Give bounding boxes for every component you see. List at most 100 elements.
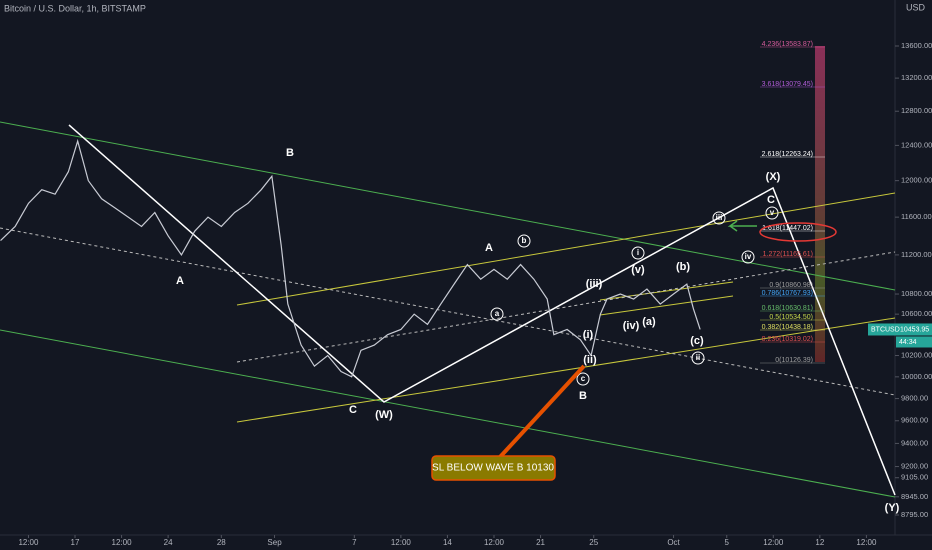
price-line (0, 138, 701, 378)
y-tick-label: 13600.00 (901, 41, 932, 50)
wave-label: (Y) (885, 502, 900, 514)
x-tick-label: 12 (815, 538, 824, 547)
channel-line (0, 121, 896, 291)
fib-label: 1.272(11165.61) (763, 251, 813, 258)
wave-label: (v) (631, 264, 645, 276)
x-tick-label: Oct (667, 538, 680, 547)
fib-label: 0.9(10860.98) (769, 282, 813, 289)
y-tick-label: 9400.00 (901, 438, 928, 447)
channel-line (599, 295, 734, 316)
annotation-circle (576, 372, 590, 386)
wave-label: (iv) (623, 320, 640, 332)
y-tick-label: 12800.00 (901, 106, 932, 115)
dashed-line (0, 227, 896, 396)
chart-title: Bitcoin / U.S. Dollar, 1h, BITSTAMP (4, 3, 146, 13)
currency-label: USD (906, 2, 926, 12)
callout-text: SL BELOW WAVE B 10130 (432, 463, 554, 474)
wave-label: iii (716, 213, 723, 222)
x-tick-label: 12:00 (763, 538, 784, 547)
wave-label: (i) (583, 329, 594, 341)
y-tick-label: 10600.00 (901, 309, 932, 318)
y-tick-label: 11200.00 (901, 250, 932, 259)
wave-label: v (770, 208, 775, 217)
wave-label: b (522, 236, 527, 245)
wave-label: a (495, 309, 500, 318)
countdown-bg (896, 336, 932, 348)
y-tick-label: 9105.00 (901, 473, 928, 482)
x-tick-label: 17 (71, 538, 80, 547)
annotation-circle (490, 307, 504, 321)
x-tick-label: 21 (536, 538, 545, 547)
x-tick-label: 24 (164, 538, 173, 547)
channel-line (0, 329, 896, 498)
y-tick-label: 12000.00 (901, 176, 932, 185)
fib-zone (815, 46, 825, 362)
fib-label: 0.382(10438.18) (762, 324, 813, 331)
annotation-circle (741, 250, 755, 264)
drawings: 13600.00 13200.00 12800.00 12400.00 12000.00… (0, 41, 932, 547)
x-tick-label: 12:00 (484, 538, 505, 547)
y-tick-label: 9600.00 (901, 416, 928, 425)
fib-label: 4.236(13583.87) (762, 41, 813, 48)
fib-label: 0.5(10534.50) (769, 314, 813, 321)
fib-label: 0.236(10319.02) (762, 336, 813, 343)
y-tick-label: 12400.00 (901, 140, 932, 149)
x-tick-label: Sep (267, 538, 282, 547)
price-tag-price: 10453.95 (900, 326, 929, 333)
annotation-circle (631, 246, 645, 260)
wave-label: (a) (642, 316, 656, 328)
fib-label: 3.618(13079.45) (762, 81, 813, 88)
x-tick-label: 25 (589, 538, 598, 547)
wave-label: (b) (676, 261, 690, 273)
y-tick-label: 10000.00 (901, 372, 932, 381)
wave-label: (X) (766, 171, 781, 183)
wave-label: B (286, 147, 294, 159)
annotation-circle (517, 234, 531, 248)
y-tick-label: 8945.00 (901, 492, 928, 501)
y-tick-label: 10800.00 (901, 289, 932, 298)
fib-label: 0(10126.39) (775, 357, 813, 364)
wave-label: ii (696, 353, 700, 362)
wave-line (68, 124, 896, 496)
callout-box (431, 455, 556, 481)
wave-label: iv (745, 252, 752, 261)
y-tick-label: 11600.00 (901, 212, 932, 221)
x-tick-label: 7 (352, 538, 357, 547)
y-tick-label: 8795.00 (901, 510, 928, 519)
x-tick-label: 14 (443, 538, 452, 547)
y-tick-label: 13200.00 (901, 73, 932, 82)
wave-label: (W) (375, 409, 393, 421)
wave-label: A (485, 242, 493, 254)
wave-label: B (579, 390, 587, 402)
wave-label: c (581, 374, 586, 383)
channel-line (599, 281, 734, 301)
countdown: 44:34 (899, 339, 917, 346)
x-tick-label: 5 (725, 538, 730, 547)
fib-label: 0.618(10630.81) (762, 305, 813, 312)
fib-label: 1.618(11447.02) (762, 225, 813, 232)
x-tick-label: 12:00 (18, 538, 39, 547)
x-tick-label: 28 (217, 538, 226, 547)
wave-label: i (637, 248, 639, 257)
wave-label: C (767, 194, 775, 206)
price-tag-bg (868, 323, 932, 336)
arrow (727, 220, 757, 232)
wave-label: (ii) (583, 354, 597, 366)
channel-line (236, 192, 896, 306)
callout-pointer (498, 364, 586, 459)
wave-label: (iii) (586, 278, 603, 290)
wave-label: A (176, 275, 184, 287)
y-tick-label: 9200.00 (901, 462, 928, 471)
channel-line (236, 317, 896, 423)
highlight-ellipse (759, 222, 837, 242)
x-tick-label: 12:00 (856, 538, 877, 547)
fib-label: 2.618(12263.24) (762, 151, 813, 158)
fib-label: 0.786(10767.93) (762, 290, 813, 297)
x-tick-label: 12:00 (391, 538, 412, 547)
x-tick-label: 12:00 (112, 538, 133, 547)
annotation-circle (712, 211, 726, 225)
y-tick-label: 9800.00 (901, 394, 928, 403)
price-tag-symbol: BTCUSD (871, 326, 900, 333)
wave-label: C (349, 404, 357, 416)
